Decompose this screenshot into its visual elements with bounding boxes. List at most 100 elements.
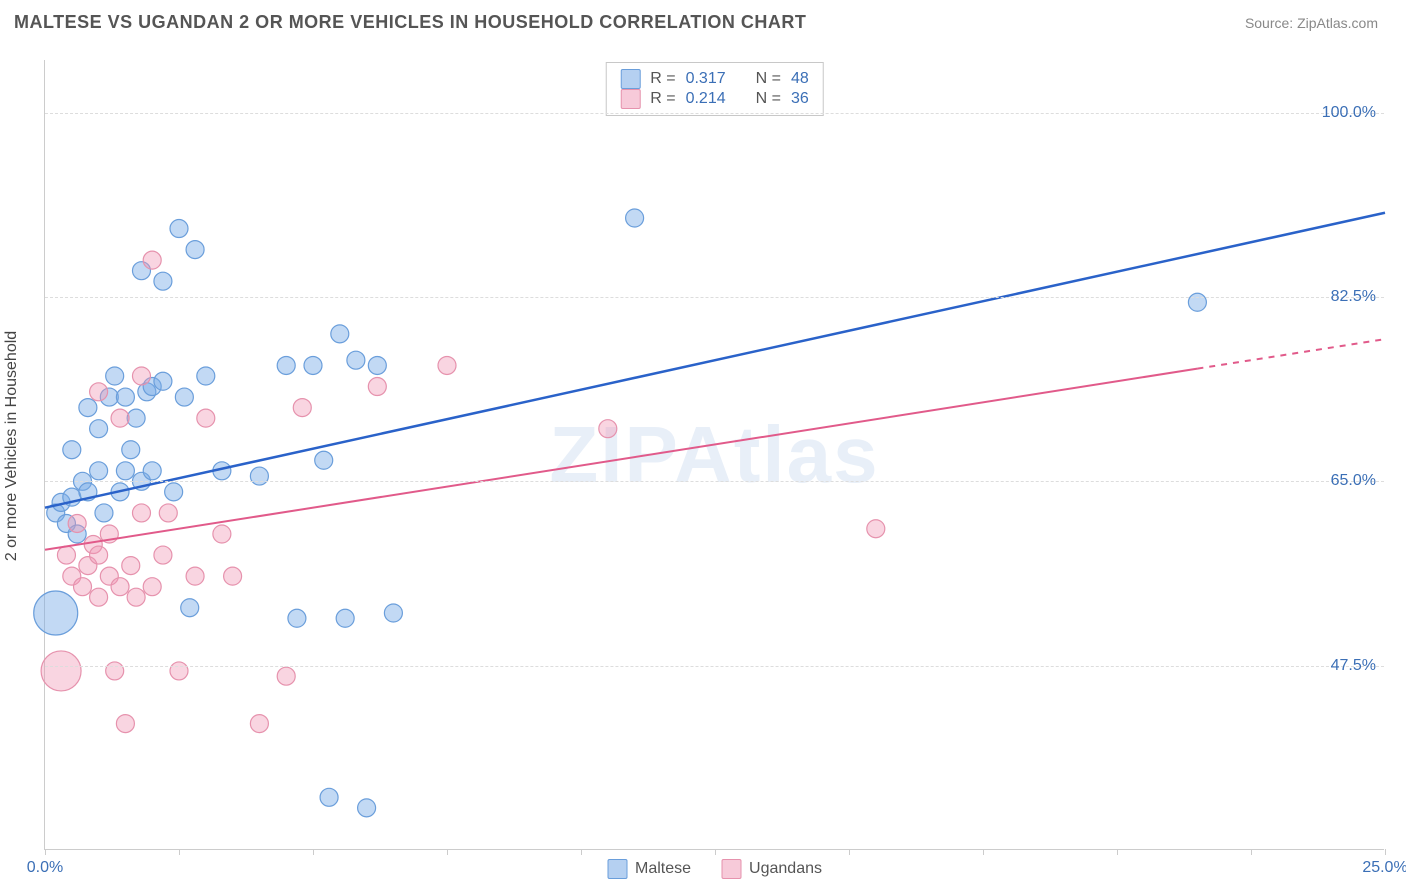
data-point	[122, 441, 140, 459]
gridline	[45, 113, 1384, 114]
data-point	[106, 662, 124, 680]
data-point	[197, 367, 215, 385]
data-point	[154, 272, 172, 290]
data-point	[250, 467, 268, 485]
data-point	[288, 609, 306, 627]
data-point	[320, 788, 338, 806]
data-point	[90, 546, 108, 564]
chart-header: MALTESE VS UGANDAN 2 OR MORE VEHICLES IN…	[0, 0, 1406, 41]
scatter-plot	[45, 60, 1384, 849]
data-point	[63, 441, 81, 459]
data-point	[1188, 293, 1206, 311]
data-point	[438, 356, 456, 374]
x-tick	[581, 849, 582, 855]
data-point	[90, 420, 108, 438]
x-tick	[715, 849, 716, 855]
data-point	[122, 557, 140, 575]
data-point	[41, 651, 81, 691]
x-tick	[1251, 849, 1252, 855]
data-point	[347, 351, 365, 369]
data-point	[57, 546, 75, 564]
data-point	[331, 325, 349, 343]
legend-bottom-item-0: Maltese	[607, 859, 691, 879]
data-point	[143, 251, 161, 269]
x-tick	[1385, 849, 1386, 855]
data-point	[304, 356, 322, 374]
data-point	[132, 367, 150, 385]
data-point	[127, 588, 145, 606]
x-tick	[179, 849, 180, 855]
data-point	[867, 520, 885, 538]
legend-swatch-maltese-bottom	[607, 859, 627, 879]
x-tick	[447, 849, 448, 855]
trend-line	[45, 213, 1385, 508]
data-point	[154, 546, 172, 564]
data-point	[116, 462, 134, 480]
data-point	[116, 715, 134, 733]
data-point	[143, 462, 161, 480]
data-point	[159, 504, 177, 522]
y-tick-label: 100.0%	[1322, 104, 1376, 122]
data-point	[127, 409, 145, 427]
data-point	[250, 715, 268, 733]
data-point	[90, 588, 108, 606]
x-tick	[983, 849, 984, 855]
x-tick	[45, 849, 46, 855]
data-point	[384, 604, 402, 622]
trend-line	[45, 369, 1197, 550]
data-point	[79, 399, 97, 417]
legend-bottom: Maltese Ugandans	[607, 859, 822, 879]
x-tick	[849, 849, 850, 855]
data-point	[358, 799, 376, 817]
data-point	[116, 388, 134, 406]
data-point	[74, 578, 92, 596]
data-point	[132, 504, 150, 522]
y-tick-label: 65.0%	[1331, 472, 1376, 490]
data-point	[277, 356, 295, 374]
x-tick	[313, 849, 314, 855]
y-axis-label: 2 or more Vehicles in Household	[3, 331, 21, 561]
data-point	[170, 662, 188, 680]
data-point	[368, 356, 386, 374]
data-point	[165, 483, 183, 501]
data-point	[143, 578, 161, 596]
data-point	[186, 241, 204, 259]
data-point	[599, 420, 617, 438]
data-point	[336, 609, 354, 627]
data-point	[90, 383, 108, 401]
data-point	[154, 372, 172, 390]
x-tick-label: 25.0%	[1362, 859, 1406, 877]
data-point	[181, 599, 199, 617]
x-tick	[1117, 849, 1118, 855]
chart-area: ZIPAtlas R = 0.317 N = 48 R = 0.214 N = …	[44, 60, 1384, 850]
data-point	[368, 378, 386, 396]
data-point	[111, 578, 129, 596]
data-point	[95, 504, 113, 522]
data-point	[224, 567, 242, 585]
data-point	[175, 388, 193, 406]
chart-source: Source: ZipAtlas.com	[1245, 15, 1378, 31]
trend-line-dashed	[1197, 339, 1385, 368]
gridline	[45, 481, 1384, 482]
y-tick-label: 47.5%	[1331, 657, 1376, 675]
data-point	[106, 367, 124, 385]
data-point	[68, 514, 86, 532]
data-point	[626, 209, 644, 227]
x-tick-label: 0.0%	[27, 859, 63, 877]
data-point	[111, 409, 129, 427]
data-point	[186, 567, 204, 585]
y-tick-label: 82.5%	[1331, 288, 1376, 306]
data-point	[197, 409, 215, 427]
gridline	[45, 666, 1384, 667]
data-point	[315, 451, 333, 469]
data-point	[90, 462, 108, 480]
gridline	[45, 297, 1384, 298]
data-point	[170, 220, 188, 238]
data-point	[34, 591, 78, 635]
data-point	[277, 667, 295, 685]
data-point	[293, 399, 311, 417]
legend-swatch-ugandans-bottom	[721, 859, 741, 879]
chart-title: MALTESE VS UGANDAN 2 OR MORE VEHICLES IN…	[14, 12, 806, 33]
data-point	[213, 525, 231, 543]
legend-bottom-item-1: Ugandans	[721, 859, 822, 879]
